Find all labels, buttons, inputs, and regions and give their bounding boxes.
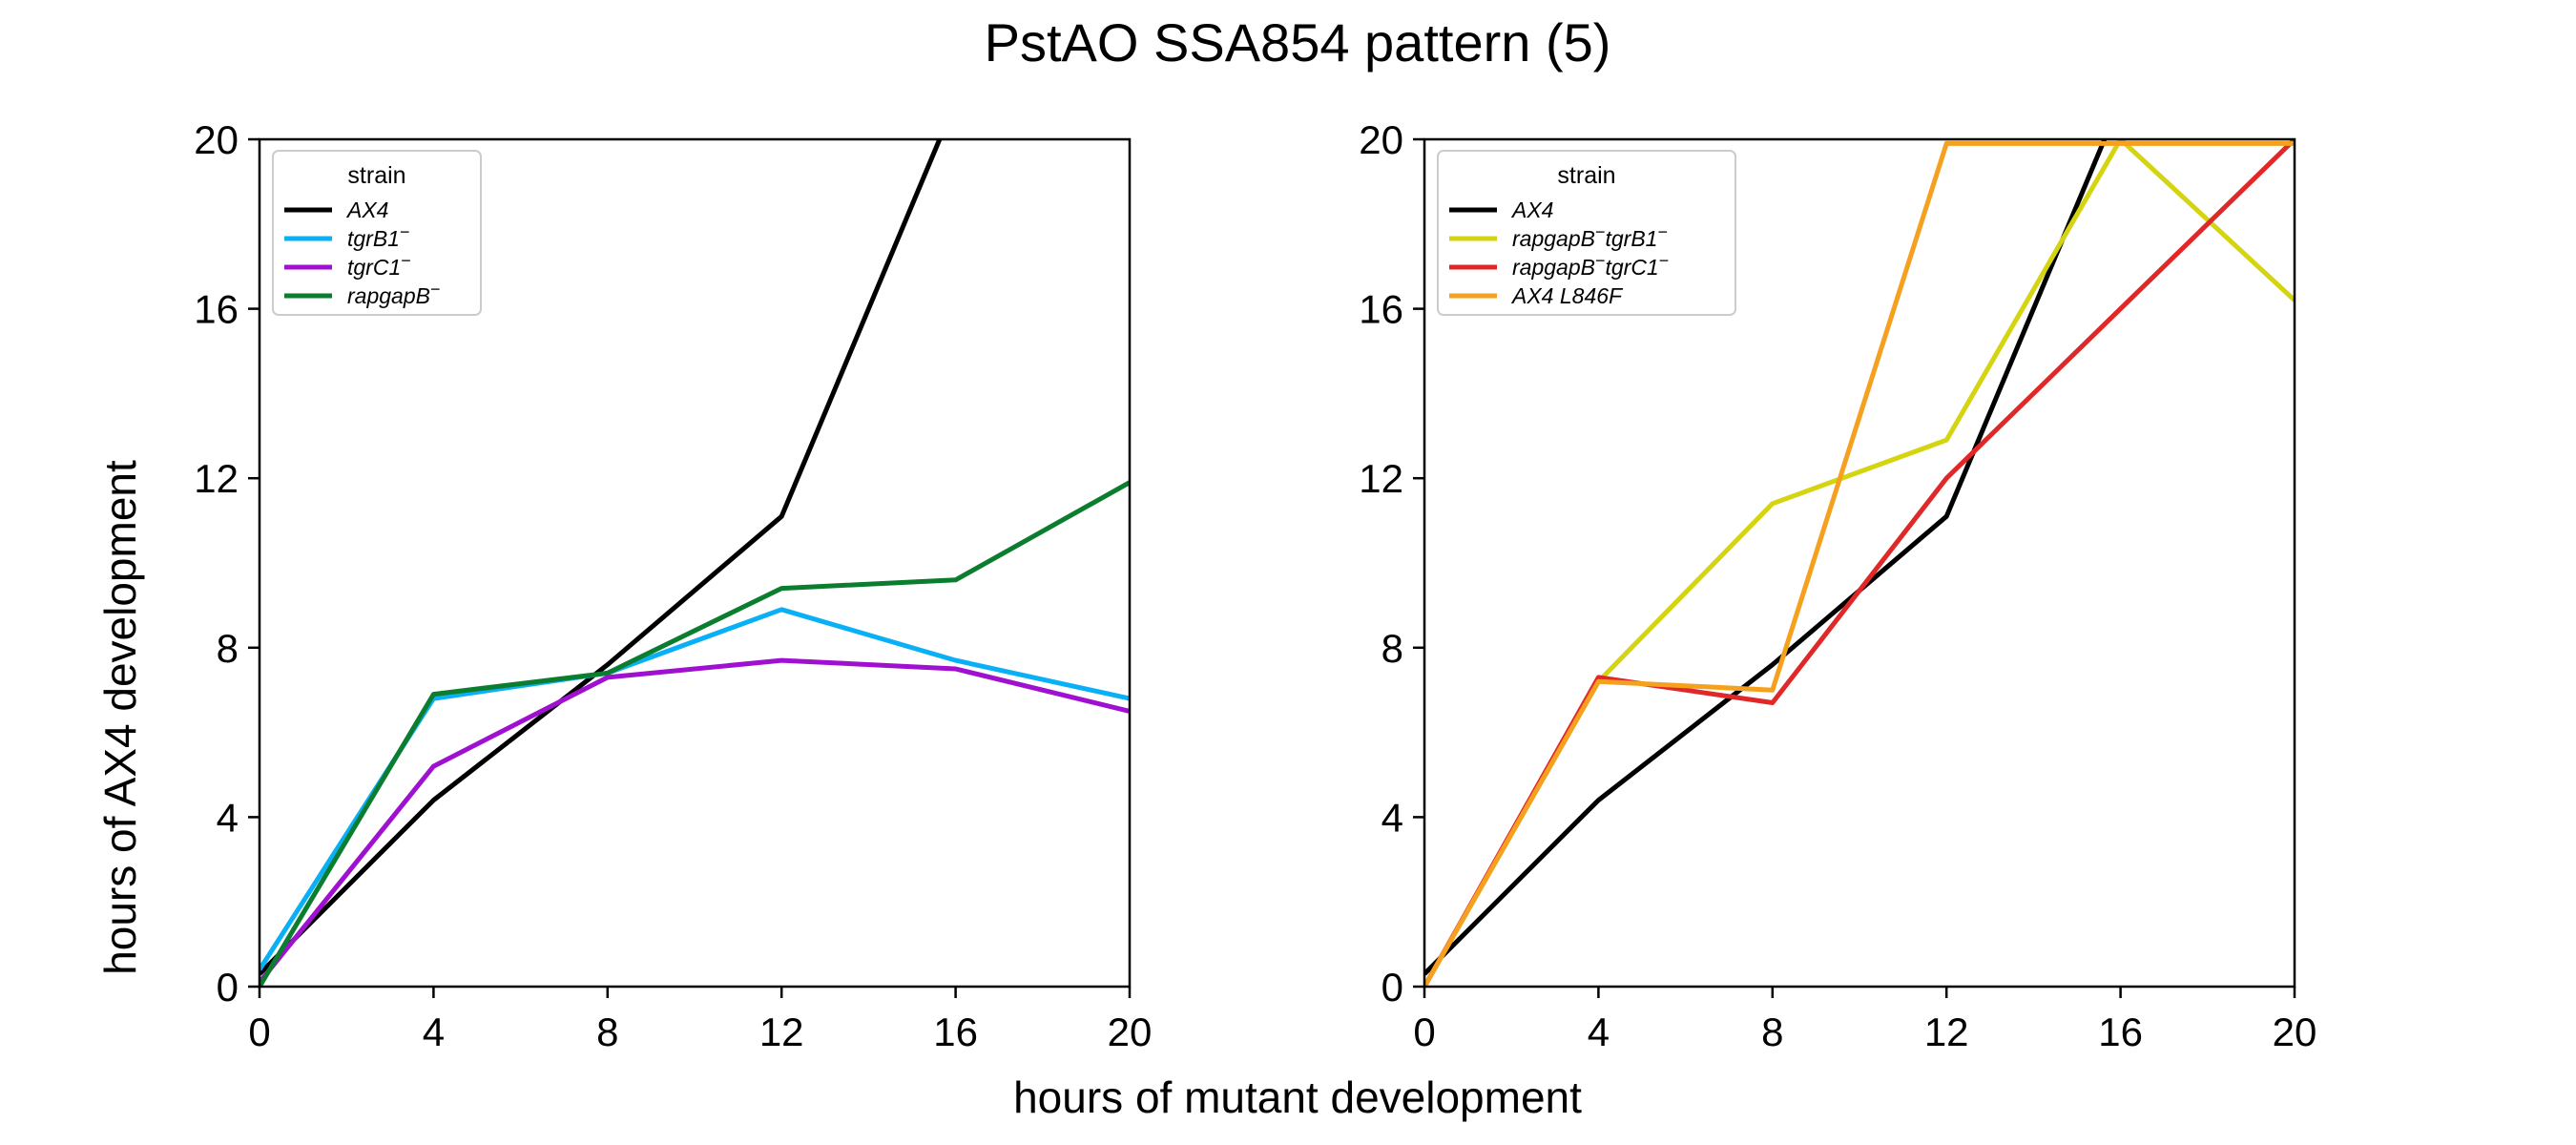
- x-tick-label: 4: [1588, 1010, 1610, 1054]
- legend-title: strain: [1557, 162, 1615, 189]
- plot-area-frame: [258, 137, 1132, 989]
- series-line-1-0: [1424, 139, 2108, 976]
- x-tick-label: 16: [933, 1010, 978, 1054]
- y-tick-label: 8: [1381, 626, 1403, 671]
- series-line-0-2: [260, 657, 1130, 985]
- x-tick-label: 8: [596, 1010, 618, 1054]
- x-tick-label: 20: [2273, 1010, 2317, 1054]
- legend-frame: [1437, 150, 1736, 316]
- y-tick-label: 16: [194, 287, 239, 332]
- y-tick-label: 0: [1381, 965, 1403, 1010]
- y-tick-label: 4: [1381, 795, 1403, 840]
- y-tick-label: 16: [1359, 287, 1403, 332]
- figure-title: PstAO SSA854 pattern (5): [985, 12, 1611, 73]
- y-tick-label: 12: [194, 456, 239, 501]
- x-tick-label: 8: [1761, 1010, 1783, 1054]
- y-tick-label: 20: [194, 117, 239, 162]
- x-tick-label: 20: [1108, 1010, 1153, 1054]
- x-tick-label: 12: [1924, 1010, 1969, 1054]
- legend-label-2: rapgapB−tgrC1−: [1512, 251, 1669, 280]
- series-line-0-3: [260, 480, 1130, 987]
- y-tick-label: 4: [217, 795, 239, 840]
- legend-label-0: AX4: [1510, 198, 1553, 222]
- legend-label-0: AX4: [345, 198, 388, 222]
- series-line-0-1: [260, 607, 1130, 971]
- legend-label-3: rapgapB−: [347, 280, 440, 308]
- y-tick-label: 8: [217, 626, 239, 671]
- legend-label-1: tgrB1−: [347, 222, 410, 251]
- x-tick-label: 0: [1413, 1010, 1435, 1054]
- right-chart-panel: 0 4 8 12 16 20 0 4 8 12 16 20 strainAX4rapgapB−tgrB1…: [1359, 117, 2317, 1054]
- legend-label-3: AX4 L846F: [1510, 283, 1624, 308]
- series-line-1-3: [1424, 140, 2295, 987]
- x-axis-label: hours of mutant development: [1013, 1072, 1582, 1122]
- legend-label-2: tgrC1−: [347, 251, 411, 280]
- legend-frame: [272, 150, 482, 316]
- y-tick-label: 0: [217, 965, 239, 1010]
- y-tick-label: 20: [1359, 117, 1403, 162]
- x-tick-label: 0: [248, 1010, 270, 1054]
- legend-title: strain: [347, 162, 405, 189]
- legend-label-1: rapgapB−tgrB1−: [1512, 222, 1668, 251]
- series-line-0-0: [260, 139, 943, 976]
- x-tick-label: 12: [759, 1010, 804, 1054]
- plot-area-frame: [1423, 137, 2296, 989]
- x-tick-label: 16: [2098, 1010, 2143, 1054]
- x-tick-label: 4: [423, 1010, 445, 1054]
- left-chart-panel: 0 4 8 12 16 20 0 4 8 12 16 20 strain AX4tgrB1−tgrC1−r…: [194, 117, 1153, 1054]
- y-axis-label: hours of AX4 development: [95, 460, 145, 975]
- y-tick-label: 12: [1359, 456, 1403, 501]
